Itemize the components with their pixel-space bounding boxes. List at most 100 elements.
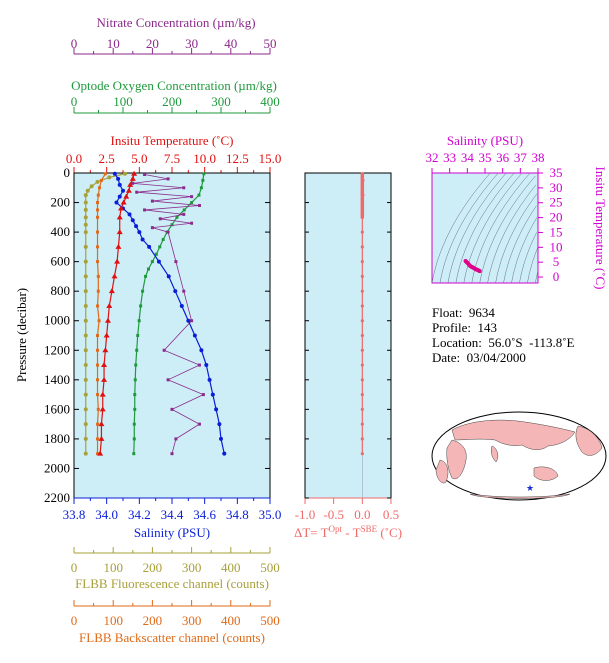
backscatter-tick-label: 300 [182, 613, 202, 628]
backscatter-tick-label: 200 [143, 613, 163, 628]
oxygen-tick-label: 400 [260, 94, 280, 109]
nitrate-point [174, 260, 178, 264]
ts-salinity-tick-label: 35 [479, 150, 492, 165]
temperature-point [108, 288, 115, 294]
backscatter-point [96, 215, 100, 219]
delta-t-tick-label: -1.0 [295, 507, 316, 522]
temperature-point [125, 187, 132, 193]
delta-t-axis-label: ΔT= TOpt - TSBE (˚C) [294, 524, 402, 540]
pressure-tick-label: 1600 [44, 401, 70, 416]
pressure-tick-label: 1200 [44, 342, 70, 357]
ts-density-contour [487, 184, 537, 284]
fluorescence-point [83, 436, 88, 441]
backscatter-point [96, 245, 100, 249]
oxygen-point [170, 223, 174, 227]
nitrate-tick-label: 20 [146, 36, 159, 51]
fluorescence-tick-label: 0 [71, 560, 78, 575]
salinity-tick-label: 34.8 [226, 507, 249, 522]
backscatter-tick-label: 0 [71, 613, 78, 628]
pressure-tick-label: 2200 [44, 490, 70, 505]
delta-t-point [360, 230, 364, 234]
fluorescence-point [85, 188, 90, 193]
fluorescence-point [83, 200, 88, 205]
ts-density-contour [455, 172, 515, 284]
temperature-point [99, 391, 106, 397]
oxygen-point [132, 452, 136, 456]
backscatter-point [96, 393, 100, 397]
backscatter-tick-label: 100 [103, 613, 123, 628]
nitrate-point [170, 407, 174, 411]
nitrate-tick-label: 30 [185, 36, 198, 51]
salinity-point [112, 171, 117, 176]
land-asia-europe [451, 419, 576, 450]
temperature-point [120, 199, 127, 205]
backscatter-point [103, 172, 107, 176]
float-info: Float: 9634 Profile: 143 Location: 56.0˚… [432, 305, 575, 365]
temperature-point [102, 347, 109, 353]
salinity-point [156, 259, 161, 264]
delta-t-point [360, 452, 364, 456]
delta-t-axis: -1.0 -0.5 0.0 0.5 [295, 172, 399, 522]
oxygen-axis-label: Optode Oxygen Concentration (µm/kg) [71, 78, 277, 93]
salinity-point [116, 176, 121, 181]
fluorescence-tick-label: 200 [143, 560, 163, 575]
backscatter-point [97, 186, 101, 190]
fluorescence-point [83, 407, 88, 412]
backscatter-point [99, 178, 103, 182]
oxygen-tick-label: 200 [162, 94, 182, 109]
oxygen-point [161, 237, 165, 241]
oxygen-point [141, 289, 145, 293]
oxygen-point [175, 215, 179, 219]
salinity-point [186, 318, 191, 323]
temperature-point [103, 332, 110, 338]
oxygen-point [133, 393, 137, 397]
delta-t-point [360, 319, 364, 323]
delta-t-point [360, 407, 364, 411]
backscatter-point [96, 452, 100, 456]
temperature-point [123, 193, 130, 199]
fluorescence-axis-label: FLBB Fluorescence channel (counts) [75, 576, 269, 591]
oxygen-tick-label: 100 [113, 94, 133, 109]
backscatter-point [96, 334, 100, 337]
salinity-point [210, 392, 215, 397]
delta-t-point [360, 378, 364, 382]
ts-density-contour [535, 271, 539, 284]
salinity-point [117, 182, 122, 187]
salinity-point [114, 200, 119, 205]
salinity-tick-label: 33.8 [63, 507, 86, 522]
fluorescence-point [83, 363, 88, 368]
backscatter-point [96, 304, 100, 308]
salinity-point [130, 218, 135, 223]
temperature-point [131, 170, 138, 176]
delta-t-tick-label: -0.5 [323, 507, 344, 522]
salinity-point [219, 436, 223, 441]
backscatter-point [96, 230, 100, 234]
ts-salinity-tick-label: 38 [532, 150, 545, 165]
ts-salinity-tick-label: 37 [514, 150, 528, 165]
temperature-tick-label: 0.0 [66, 151, 82, 166]
ts-density-contour [479, 175, 536, 284]
fluorescence-point [122, 171, 127, 176]
salinity-point [140, 237, 145, 242]
ts-temperature-tick-label: 5 [553, 254, 560, 269]
nitrate-tick-label: 10 [107, 36, 120, 51]
delta-t-point [360, 422, 364, 426]
oxygen-point [132, 437, 136, 441]
pressure-tick-label: 200 [51, 195, 71, 210]
salinity-point [204, 363, 209, 368]
fluorescence-point [83, 259, 88, 264]
salinity-point [179, 303, 184, 308]
nitrate-point [166, 378, 170, 382]
delta-t-point [360, 260, 364, 264]
backscatter-point [96, 422, 100, 426]
ts-density-contour [519, 232, 537, 284]
fluorescence-point [83, 289, 88, 294]
salinity-axis-label: Salinity (PSU) [134, 525, 210, 540]
delta-t-tick-label: 0.5 [383, 507, 399, 522]
salinity-point [217, 422, 222, 427]
salinity-point [137, 230, 142, 235]
nitrate-point [190, 221, 194, 225]
oxygen-point [144, 274, 148, 278]
temperature-tick-label: 12.5 [226, 151, 249, 166]
